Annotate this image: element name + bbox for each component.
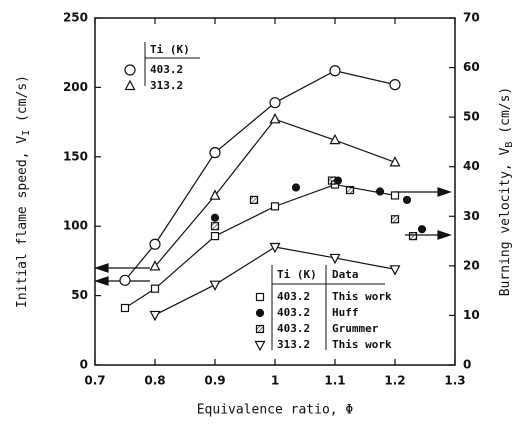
marker-triangle <box>329 133 341 145</box>
marker-triangle-down <box>209 280 221 291</box>
y2-tick-label: 10 <box>463 308 480 322</box>
marker-square <box>120 303 130 313</box>
legend-header: Ti (K) <box>277 268 317 281</box>
marker-dot <box>291 183 301 192</box>
marker-hatched-square <box>327 176 337 185</box>
ylabel-label: Initial flame speed, VI (cm/s) <box>15 75 33 308</box>
legend-label: Huff <box>332 306 359 319</box>
marker-square <box>210 232 220 241</box>
marker-triangle <box>389 156 401 167</box>
legend-ti: 403.2 <box>277 306 310 319</box>
marker-dot <box>375 187 385 196</box>
legend-label: 403.2 <box>150 63 183 76</box>
legend-ti: 313.2 <box>277 338 310 351</box>
marker-hatched-square <box>408 232 418 241</box>
arrows <box>94 187 452 286</box>
marker-triangle-down <box>254 340 266 352</box>
legend-header: Data <box>332 268 359 281</box>
marker-triangle-down <box>389 265 401 276</box>
marker-circle <box>119 274 131 286</box>
y2-tick-label: 30 <box>463 209 480 223</box>
legend-label: Grummer <box>332 322 379 335</box>
y2-tick-label: 60 <box>463 60 480 74</box>
legend-header: Ti (K) <box>150 43 190 56</box>
x-axis-label: Equivalence ratio, Φ <box>197 403 354 418</box>
marker-circle <box>269 97 281 109</box>
y-tick-label: 250 <box>63 11 88 25</box>
marker-dot <box>255 308 265 318</box>
marker-triangle <box>269 113 281 124</box>
marker-hatched-square <box>390 215 400 224</box>
y-tick-label: 50 <box>71 288 88 302</box>
y2label-label-sub: B <box>504 142 515 148</box>
x-tick-label: 0.7 <box>84 374 105 388</box>
series-line <box>124 70 396 281</box>
y2label-label: Burning velocity, VB (cm/s) <box>498 87 516 297</box>
marker-dot <box>417 225 427 234</box>
legend-ti: 403.2 <box>277 322 310 335</box>
y-tick-label: 150 <box>63 149 88 163</box>
marker-dot <box>210 213 220 222</box>
marker-triangle <box>149 260 161 271</box>
marker-hatched-square <box>249 195 259 205</box>
marker-circle <box>209 147 221 159</box>
y2-tick-label: 0 <box>463 358 471 372</box>
ylabel-label-sub: I <box>21 130 32 136</box>
marker-square <box>270 202 280 211</box>
y2label-label-text: Burning velocity, V <box>498 147 513 296</box>
y2-tick-label: 20 <box>463 258 480 272</box>
x-tick-label: 0.9 <box>204 374 225 388</box>
marker-hatched-square <box>345 185 355 195</box>
marker-triangle-down <box>329 253 341 265</box>
x-tick-label: 1.3 <box>444 374 465 388</box>
y2-tick-label: 40 <box>463 159 480 173</box>
marker-circle <box>124 64 136 76</box>
marker-hatched-square <box>255 324 265 334</box>
marker-triangle-down <box>149 310 161 322</box>
x-tick-label: 1.1 <box>324 374 345 388</box>
legend-ti: 403.2 <box>277 290 310 303</box>
marker-hatched-square <box>210 222 220 231</box>
marker-square <box>255 292 265 302</box>
marker-dot <box>402 195 412 205</box>
y2label-label-unit: (cm/s) <box>498 87 513 142</box>
legend-label: 313.2 <box>150 79 183 92</box>
legend-upper: Ti (K) 403.2 313.2 <box>124 42 200 92</box>
marker-circle <box>149 238 161 250</box>
ylabel-label-text: Initial flame speed, V <box>15 136 30 308</box>
marker-triangle <box>124 79 136 91</box>
series-line <box>124 183 396 309</box>
marker-triangle <box>209 189 221 200</box>
marker-square <box>150 284 160 293</box>
legend-lower: Ti (K) Data 403.2 This work 403.2 Huff 403.2 Gr… <box>254 265 392 352</box>
y-tick-label: 200 <box>63 80 88 94</box>
marker-triangle-down <box>269 242 281 254</box>
legend-label: This work <box>332 290 392 303</box>
marker-square <box>390 191 400 200</box>
x-tick-label: 1.2 <box>384 374 405 388</box>
y2-tick-label: 50 <box>463 110 480 124</box>
marker-circle <box>329 65 341 77</box>
legend-label: This work <box>332 338 392 351</box>
x-tick-label: 1 <box>271 374 279 388</box>
x-tick-label: 0.8 <box>144 374 165 388</box>
marker-circle <box>389 79 401 91</box>
y-tick-label: 0 <box>80 358 88 372</box>
ylabel-label-unit: (cm/s) <box>15 75 30 130</box>
y-tick-label: 100 <box>63 219 88 233</box>
y2-tick-label: 70 <box>463 11 480 25</box>
